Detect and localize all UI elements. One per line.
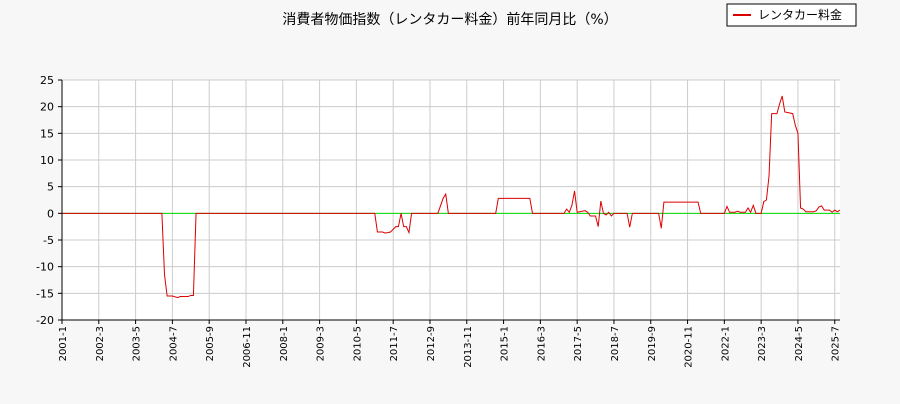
legend[interactable]: レンタカー料金 xyxy=(726,3,857,27)
y-tick-label: 0 xyxy=(47,207,54,220)
legend-label: レンタカー料金 xyxy=(758,7,842,22)
x-tick-label: 2022-1 xyxy=(720,326,731,361)
x-tick-label: 2015-1 xyxy=(500,326,511,361)
x-tick-label: 2025-7 xyxy=(831,326,842,361)
y-tick-label: 15 xyxy=(40,127,54,140)
chart-title: 消費者物価指数（レンタカー料金）前年同月比（%） xyxy=(282,11,617,28)
x-tick-label: 2018-7 xyxy=(610,326,621,361)
x-tick-label: 2019-9 xyxy=(647,326,658,361)
y-tick-label: 10 xyxy=(40,154,54,167)
x-tick-label: 2003-5 xyxy=(132,326,143,361)
x-tick-label: 2012-9 xyxy=(426,326,437,361)
y-tick-label: 5 xyxy=(47,181,54,194)
x-tick-label: 2011-7 xyxy=(389,326,400,361)
x-tick-label: 2023-3 xyxy=(757,326,768,361)
legend-box xyxy=(726,3,857,27)
y-tick-label: -20 xyxy=(36,314,54,327)
x-tick-label: 2009-3 xyxy=(316,326,327,361)
x-tick-label: 2024-5 xyxy=(794,326,805,361)
x-tick-label: 2017-5 xyxy=(573,326,584,361)
x-tick-labels: 2001-1 2002-3 2003-5 2004-7 2005-9 2006-11 200… xyxy=(58,326,842,368)
y-tick-label: -15 xyxy=(36,287,54,300)
x-tick-label: 2004-7 xyxy=(168,326,179,361)
x-tick-label: 2008-1 xyxy=(279,326,290,361)
x-tick-label: 2020-11 xyxy=(684,326,695,368)
series-line xyxy=(62,95,841,299)
x-tick-label: 2001-1 xyxy=(58,326,69,361)
y-tick-label: 25 xyxy=(40,74,54,87)
axes xyxy=(58,79,840,324)
series-layer xyxy=(62,95,841,299)
x-tick-label: 2006-11 xyxy=(242,326,253,368)
y-tick-label: -10 xyxy=(36,261,54,274)
y-tick-label: -5 xyxy=(43,234,54,247)
x-tick-label: 2002-3 xyxy=(95,326,106,361)
x-tick-label: 2016-3 xyxy=(536,326,547,361)
x-tick-label: 2005-9 xyxy=(205,326,216,361)
y-tick-labels: 25 20 15 10 5 0 -5 -10 -15 -20 xyxy=(36,74,54,327)
y-tick-label: 20 xyxy=(40,101,54,114)
x-tick-label: 2010-5 xyxy=(352,326,363,361)
x-tick-label: 2013-11 xyxy=(463,326,474,368)
plot-area xyxy=(62,80,840,320)
